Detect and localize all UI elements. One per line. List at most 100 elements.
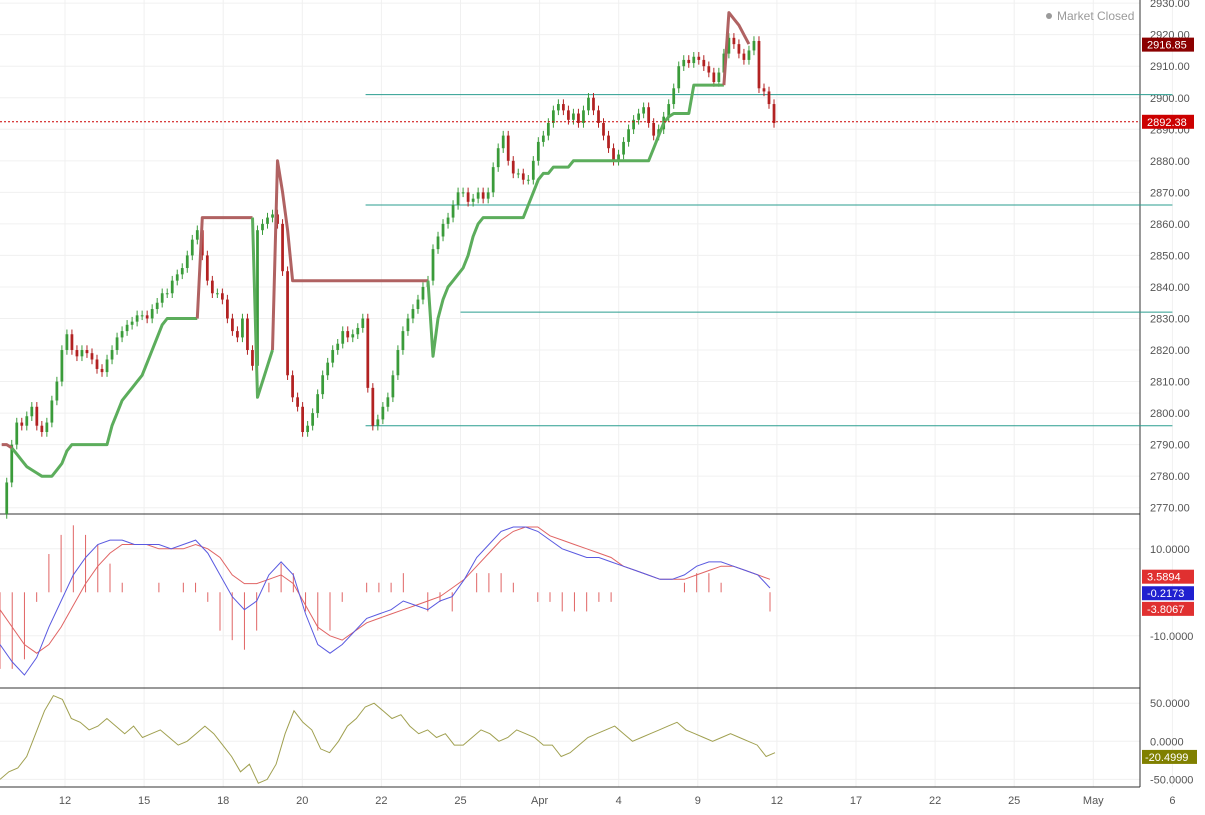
candle-body[interactable] <box>501 135 505 149</box>
candle-body[interactable] <box>366 318 370 388</box>
candle-body[interactable] <box>456 192 460 205</box>
candle-body[interactable] <box>521 173 525 180</box>
candle-body[interactable] <box>80 350 84 357</box>
candle-body[interactable] <box>411 309 415 319</box>
candle-body[interactable] <box>441 223 445 237</box>
candle-body[interactable] <box>291 375 294 398</box>
candle-body[interactable] <box>276 214 279 224</box>
candle-body[interactable] <box>210 280 214 294</box>
candle-body[interactable] <box>20 422 24 426</box>
candle-body[interactable] <box>742 53 746 60</box>
candle-body[interactable] <box>316 394 320 414</box>
candle-body[interactable] <box>115 337 119 351</box>
candle-body[interactable] <box>185 255 189 269</box>
candle-body[interactable] <box>712 72 716 82</box>
candle-body[interactable] <box>592 97 595 111</box>
candle-body[interactable] <box>40 425 44 433</box>
candle-body[interactable] <box>70 334 74 351</box>
candle-body[interactable] <box>105 359 109 373</box>
candle-body[interactable] <box>622 141 625 155</box>
candle-body[interactable] <box>376 419 380 426</box>
candle-body[interactable] <box>155 302 159 310</box>
candle-body[interactable] <box>556 104 560 111</box>
candle-body[interactable] <box>416 299 420 310</box>
candle-body[interactable] <box>170 280 174 294</box>
candle-body[interactable] <box>236 331 239 338</box>
candle-body[interactable] <box>481 192 485 199</box>
candle-body[interactable] <box>702 59 706 67</box>
candle-body[interactable] <box>55 381 59 401</box>
candle-body[interactable] <box>135 315 139 322</box>
candle-body[interactable] <box>526 179 530 181</box>
candle-body[interactable] <box>190 239 194 256</box>
candle-body[interactable] <box>125 324 129 332</box>
candle-body[interactable] <box>572 113 575 120</box>
candle-body[interactable] <box>301 406 304 433</box>
candle-body[interactable] <box>296 397 299 407</box>
candle-body[interactable] <box>331 350 335 363</box>
candle-body[interactable] <box>60 350 64 382</box>
candle-body[interactable] <box>371 387 375 426</box>
candle-body[interactable] <box>180 268 184 275</box>
candle-body[interactable] <box>627 129 630 142</box>
candle-body[interactable] <box>602 122 605 136</box>
candle-body[interactable] <box>466 192 470 202</box>
candle-body[interactable] <box>271 214 274 218</box>
candle-body[interactable] <box>401 331 405 351</box>
candle-body[interactable] <box>551 110 555 123</box>
candle-body[interactable] <box>50 400 54 423</box>
candle-body[interactable] <box>396 350 400 376</box>
candle-body[interactable] <box>506 135 510 161</box>
candle-body[interactable] <box>100 368 104 373</box>
candle-body[interactable] <box>652 122 656 136</box>
candle-body[interactable] <box>582 110 585 123</box>
candle-body[interactable] <box>421 286 425 300</box>
candle-body[interactable] <box>25 416 29 426</box>
candle-body[interactable] <box>90 353 94 360</box>
candle-body[interactable] <box>321 375 325 395</box>
candle-body[interactable] <box>10 444 14 483</box>
candle-body[interactable] <box>140 315 144 317</box>
candle-body[interactable] <box>30 406 34 417</box>
candle-body[interactable] <box>476 192 480 199</box>
candle-body[interactable] <box>45 422 49 433</box>
candle-body[interactable] <box>175 274 179 281</box>
candle-body[interactable] <box>707 66 711 73</box>
candle-body[interactable] <box>737 44 741 54</box>
candle-body[interactable] <box>511 160 515 174</box>
candle-body[interactable] <box>266 217 269 224</box>
candle-body[interactable] <box>587 97 590 111</box>
candle-body[interactable] <box>531 160 535 180</box>
candle-body[interactable] <box>341 331 345 344</box>
candle-body[interactable] <box>516 173 520 175</box>
candle-body[interactable] <box>446 217 450 224</box>
candle-body[interactable] <box>687 59 691 64</box>
candle-body[interactable] <box>226 299 229 319</box>
candle-body[interactable] <box>351 334 355 338</box>
candle-body[interactable] <box>311 413 315 426</box>
candle-body[interactable] <box>632 119 635 130</box>
candle-body[interactable] <box>195 230 199 240</box>
candle-body[interactable] <box>757 40 761 89</box>
candle-body[interactable] <box>772 104 776 123</box>
candle-body[interactable] <box>546 122 550 136</box>
candle-body[interactable] <box>15 422 19 445</box>
candle-body[interactable] <box>256 230 259 366</box>
candle-body[interactable] <box>391 375 395 398</box>
candle-body[interactable] <box>431 249 435 281</box>
candle-body[interactable] <box>762 88 766 92</box>
candle-body[interactable] <box>381 406 385 420</box>
candle-body[interactable] <box>577 113 580 123</box>
candle-body[interactable] <box>767 91 771 105</box>
candle-body[interactable] <box>251 350 254 366</box>
candle-body[interactable] <box>617 154 620 161</box>
candle-body[interactable] <box>306 425 310 433</box>
candle-body[interactable] <box>451 204 455 218</box>
candle-body[interactable] <box>231 318 234 332</box>
candle-body[interactable] <box>612 148 615 161</box>
candle-body[interactable] <box>747 50 751 60</box>
candle-body[interactable] <box>597 110 600 123</box>
candle-body[interactable] <box>120 331 124 338</box>
candle-body[interactable] <box>722 53 726 73</box>
